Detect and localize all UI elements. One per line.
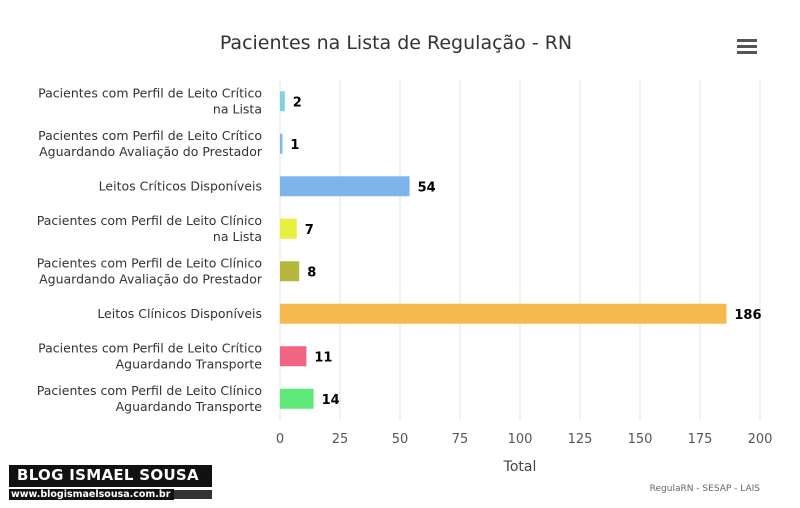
data-labels: 2 1 54 7 8 186 11 14	[290, 95, 761, 408]
blog-url-row: www.blogismaelsousa.com.br	[9, 489, 212, 500]
blog-name: BLOG ISMAEL SOUSA	[9, 465, 212, 487]
x-tick-label-175: 175	[688, 432, 713, 447]
bar-6[interactable]	[280, 346, 307, 367]
x-tick-labels: 0 25 50 75 100 125 150 175 200	[276, 432, 773, 447]
bar-7[interactable]	[280, 388, 314, 409]
data-label-0: 2	[293, 95, 302, 110]
blog-url-bar	[174, 490, 212, 499]
data-label-7: 14	[322, 393, 340, 408]
category-label-5: Leitos Clínicos Disponíveis	[97, 306, 262, 321]
chart-title: Pacientes na Lista de Regulação - RN	[220, 32, 572, 54]
bar-2[interactable]	[280, 176, 410, 197]
blog-watermark: BLOG ISMAEL SOUSA www.blogismaelsousa.co…	[9, 465, 212, 500]
category-label-1: Pacientes com Perfil de Leito Crítico Agu…	[38, 128, 263, 159]
x-tick-label-75: 75	[452, 432, 469, 447]
x-axis-title: Total	[503, 459, 537, 475]
category-label-4: Pacientes com Perfil de Leito Clínico Agu…	[37, 255, 263, 286]
x-tick-label-25: 25	[332, 432, 349, 447]
data-label-5: 186	[734, 308, 761, 323]
x-tick-label-200: 200	[748, 432, 773, 447]
bar-3[interactable]	[280, 218, 297, 239]
gridlines	[279, 80, 761, 420]
category-label-0: Pacientes com Perfil de Leito Crítico na …	[38, 85, 262, 116]
x-tick-label-0: 0	[276, 432, 284, 447]
data-label-3: 7	[305, 223, 314, 238]
category-label-7: Pacientes com Perfil de Leito Clínico Agu…	[37, 383, 263, 414]
data-label-1: 1	[290, 138, 299, 153]
bars	[280, 91, 727, 409]
blog-url: www.blogismaelsousa.com.br	[9, 489, 175, 500]
category-label-2: Leitos Críticos Disponíveis	[99, 178, 262, 193]
x-tick-label-125: 125	[568, 432, 593, 447]
chart-credit[interactable]: RegulaRN - SESAP - LAIS	[650, 484, 761, 494]
hamburger-menu-icon[interactable]	[734, 34, 760, 58]
bar-0[interactable]	[280, 91, 285, 112]
bar-5[interactable]	[280, 303, 727, 324]
data-label-4: 8	[307, 265, 316, 280]
data-label-2: 54	[418, 180, 436, 195]
category-label-6: Pacientes com Perfil de Leito Crítico Agu…	[38, 340, 262, 371]
bar-4[interactable]	[280, 261, 300, 282]
x-tick-label-50: 50	[392, 432, 409, 447]
x-tick-label-150: 150	[628, 432, 653, 447]
category-label-3: Pacientes com Perfil de Leito Clínico na …	[37, 213, 262, 244]
bar-1[interactable]	[280, 133, 283, 154]
category-labels: Pacientes com Perfil de Leito Crítico na …	[37, 85, 263, 414]
x-tick-label-100: 100	[508, 432, 533, 447]
data-label-6: 11	[314, 350, 332, 365]
